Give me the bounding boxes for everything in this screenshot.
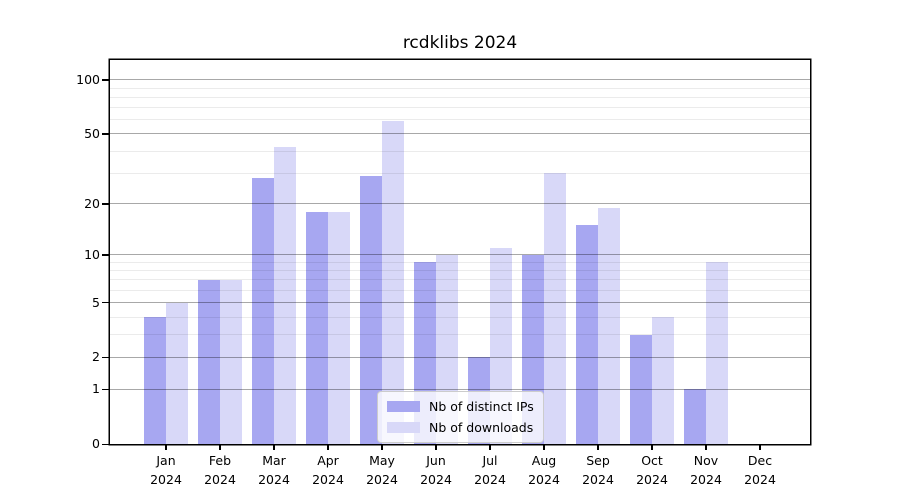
ytick-label-5: 5	[92, 294, 100, 310]
xtick-month-apr: Apr	[317, 453, 339, 468]
xtick-mark-jan	[165, 444, 167, 450]
xtick-label-may: May 2024	[342, 451, 422, 489]
bar-nb-of-downloads-oct	[652, 317, 674, 444]
xtick-label-aug: Aug 2024	[504, 451, 584, 489]
ytick-mark-20	[102, 203, 110, 205]
xtick-month-mar: Mar	[262, 453, 286, 468]
bar-nb-of-downloads-apr	[328, 211, 350, 444]
xtick-label-dec: Dec 2024	[720, 451, 800, 489]
bar-nb-of-distinct-ips-jan	[144, 317, 166, 444]
bar-nb-of-distinct-ips-nov	[684, 389, 706, 444]
xtick-year-apr: 2024	[312, 472, 344, 487]
chart-title: rcdklibs 2024	[402, 33, 518, 53]
bar-nb-of-downloads-may	[382, 120, 404, 444]
bar-nb-of-distinct-ips-may	[360, 175, 382, 444]
ytick-mark-5	[102, 302, 110, 304]
xtick-year-mar: 2024	[258, 472, 290, 487]
ytick-label-50: 50	[84, 125, 100, 141]
xtick-label-apr: Apr 2024	[288, 451, 368, 489]
legend-swatch-downloads	[387, 422, 420, 433]
ytick-label-0: 0	[92, 436, 100, 451]
xtick-mark-apr	[327, 444, 329, 450]
xtick-label-sep: Sep 2024	[558, 451, 638, 489]
xtick-month-dec: Dec	[747, 453, 773, 468]
xtick-year-dec: 2024	[744, 472, 776, 487]
ytick-mark-2	[102, 356, 110, 359]
ytick-mark-50	[102, 133, 110, 135]
xtick-mark-jun	[435, 444, 437, 450]
ytick-label-20: 20	[84, 195, 100, 211]
bar-nb-of-downloads-mar	[274, 147, 296, 444]
bar-nb-of-distinct-ips-mar	[252, 178, 274, 444]
bar-nb-of-downloads-feb	[220, 279, 242, 444]
ytick-mark-100	[102, 79, 110, 81]
xtick-label-jan: Jan 2024	[126, 451, 206, 489]
legend-item-distinct-ips: Nb of distinct IPs	[387, 399, 534, 414]
xtick-month-jun: Jun	[426, 453, 446, 468]
xtick-month-jan: Jan	[156, 453, 176, 468]
bar-nb-of-downloads-sep	[598, 207, 620, 444]
bar-nb-of-distinct-ips-sep	[576, 225, 598, 444]
ytick-label-10: 10	[84, 246, 100, 262]
bar-nb-of-downloads-nov	[706, 262, 728, 444]
xtick-mark-sep	[597, 444, 599, 450]
ytick-mark-1	[102, 388, 110, 391]
xtick-month-sep: Sep	[586, 453, 610, 468]
xtick-year-jun: 2024	[420, 472, 452, 487]
bar-nb-of-distinct-ips-feb	[198, 279, 220, 444]
xtick-month-oct: Oct	[641, 453, 663, 468]
xtick-mark-aug	[543, 444, 545, 450]
xtick-mark-dec	[759, 444, 761, 450]
xtick-label-jun: Jun 2024	[396, 451, 476, 489]
bars-layer	[110, 60, 810, 444]
xtick-month-may: May	[369, 453, 395, 468]
xtick-year-aug: 2024	[528, 472, 560, 487]
legend: Nb of distinct IPs Nb of downloads	[377, 391, 544, 443]
bar-nb-of-distinct-ips-apr	[306, 211, 328, 444]
xtick-year-sep: 2024	[582, 472, 614, 487]
xtick-label-nov: Nov 2024	[666, 451, 746, 489]
xtick-year-jul: 2024	[474, 472, 506, 487]
xtick-month-jul: Jul	[482, 453, 498, 468]
xtick-label-oct: Oct 2024	[612, 451, 692, 489]
ytick-mark-0	[102, 443, 110, 445]
xtick-month-nov: Nov	[693, 453, 719, 468]
bar-nb-of-downloads-aug	[544, 173, 566, 444]
xtick-year-oct: 2024	[636, 472, 668, 487]
xtick-year-feb: 2024	[204, 472, 236, 487]
plot-area: Nb of distinct IPs Nb of downloads 0 1 2 5 1…	[76, 60, 810, 487]
xtick-mark-jul	[489, 444, 491, 450]
legend-label-downloads: Nb of downloads	[429, 420, 534, 435]
xtick-month-aug: Aug	[531, 453, 557, 468]
xtick-label-feb: Feb 2024	[180, 451, 260, 489]
xtick-mark-feb	[219, 444, 221, 450]
ytick-label-100: 100	[76, 71, 100, 87]
xtick-year-nov: 2024	[690, 472, 722, 487]
bar-nb-of-downloads-jan	[166, 302, 188, 444]
xtick-year-may: 2024	[366, 472, 398, 487]
legend-swatch-distinct-ips	[387, 401, 420, 412]
xtick-label-jul: Jul 2024	[450, 451, 530, 489]
ytick-mark-10	[102, 254, 110, 256]
ytick-label-1: 1	[92, 381, 100, 397]
xtick-mark-may	[381, 444, 383, 450]
legend-label-distinct-ips: Nb of distinct IPs	[429, 399, 534, 414]
bar-nb-of-distinct-ips-oct	[630, 334, 652, 444]
xtick-mark-oct	[651, 444, 653, 450]
xtick-year-jan: 2024	[150, 472, 182, 487]
xtick-label-mar: Mar 2024	[234, 451, 314, 489]
xtick-mark-nov	[705, 444, 707, 450]
xtick-month-feb: Feb	[208, 453, 232, 468]
legend-item-downloads: Nb of downloads	[387, 420, 534, 435]
xtick-mark-mar	[273, 444, 275, 450]
ytick-label-2: 2	[92, 349, 100, 365]
